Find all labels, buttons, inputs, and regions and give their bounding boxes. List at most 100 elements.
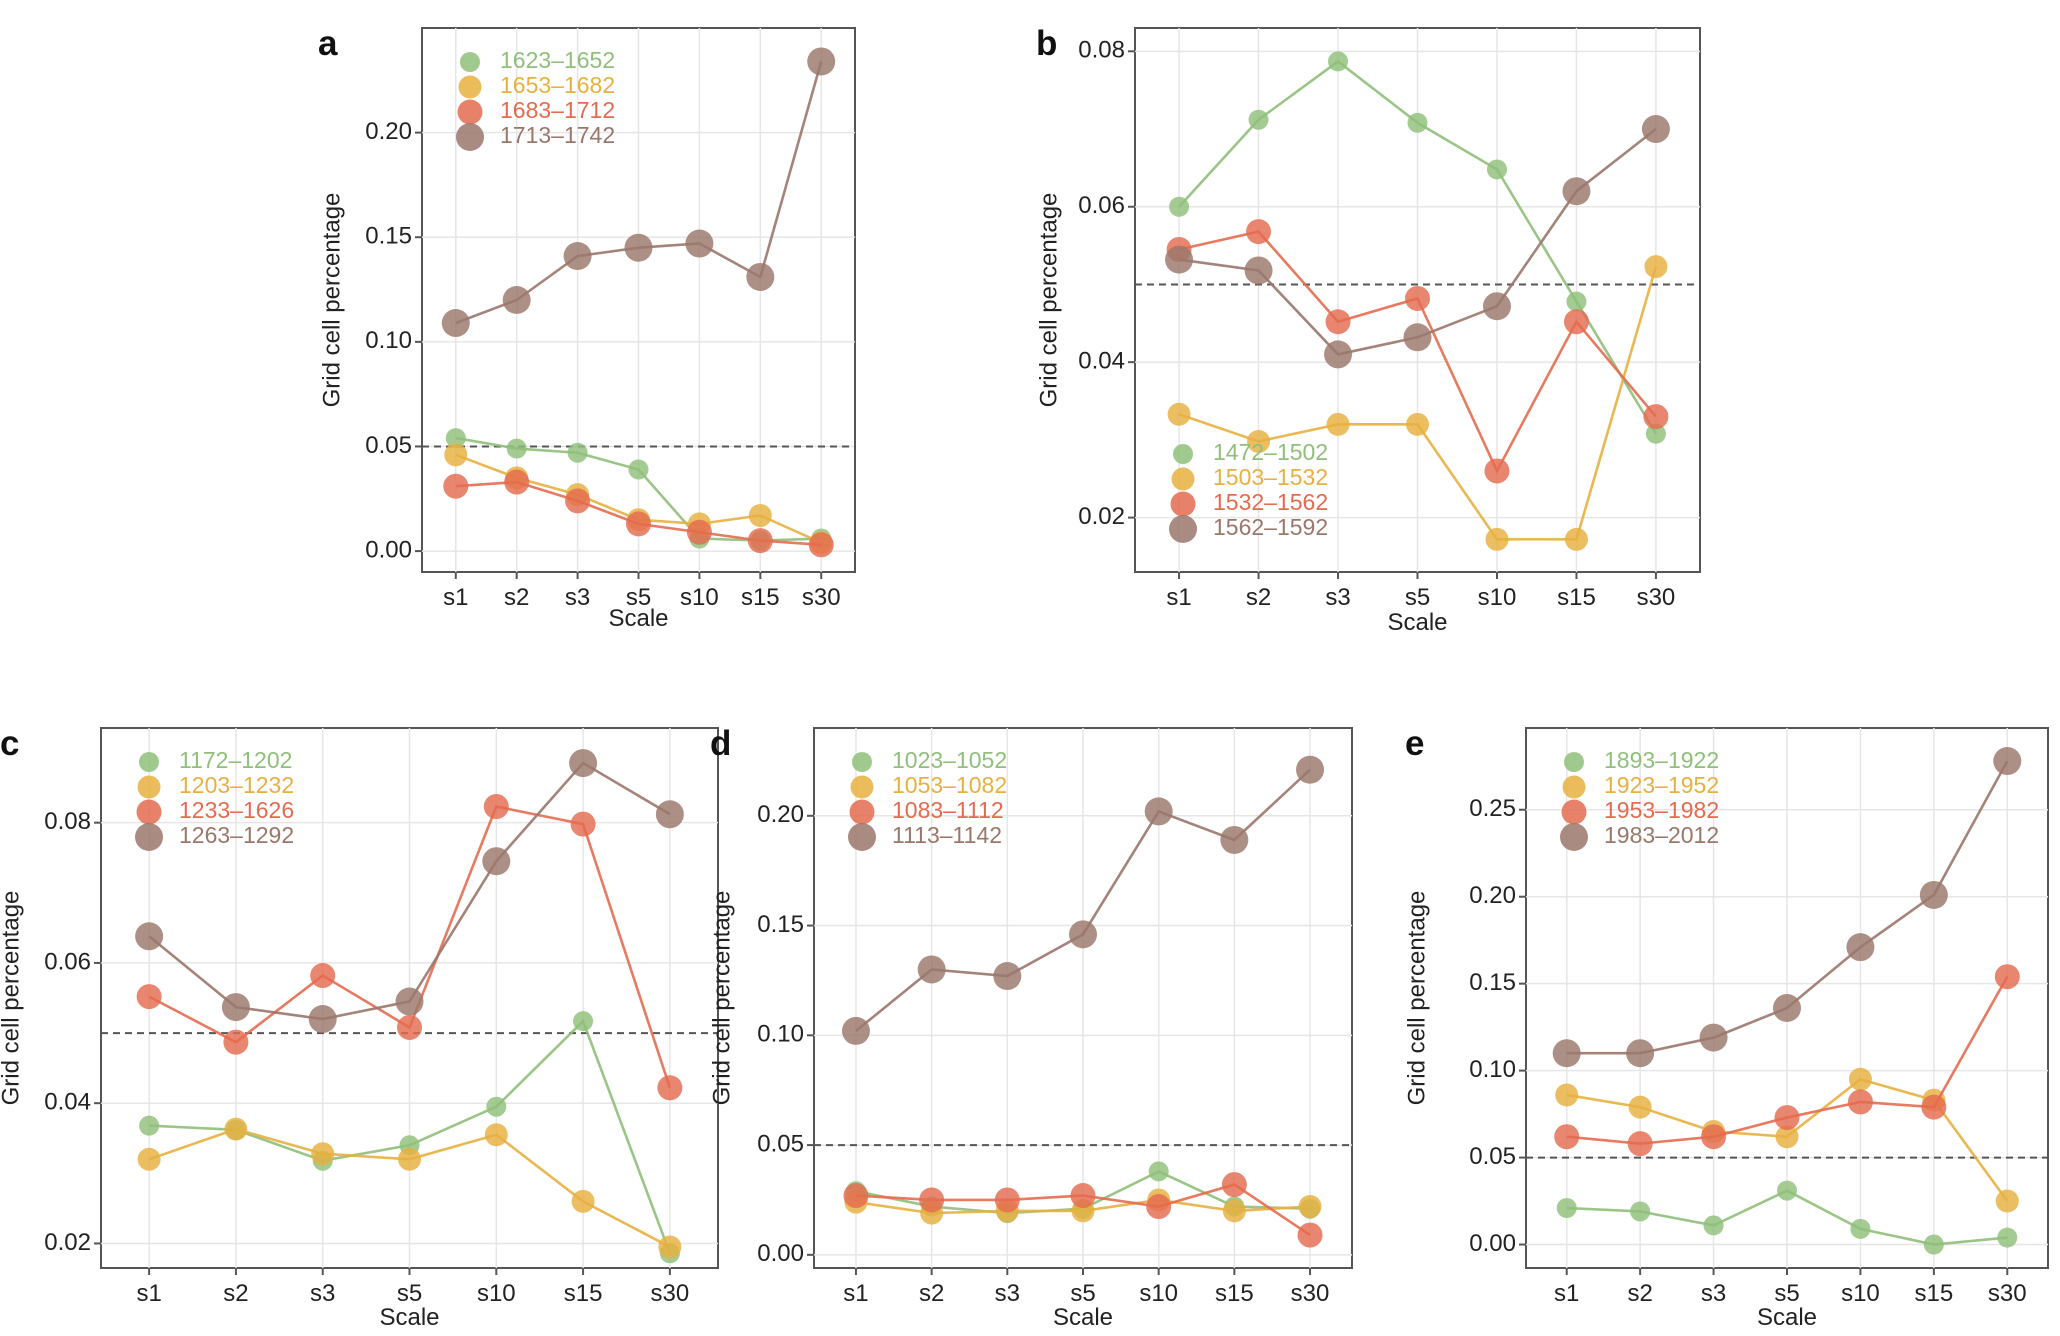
- x-tick-label: s5: [1405, 584, 1430, 611]
- y-tick-label: 0.15: [365, 223, 412, 250]
- y-tick-label: 0.02: [1078, 503, 1125, 530]
- panel-letter: b: [1036, 24, 1057, 63]
- data-point: [917, 955, 946, 984]
- data-point: [843, 1183, 869, 1209]
- data-point: [624, 233, 653, 262]
- data-point: [748, 504, 772, 528]
- x-tick-label: s1: [136, 1280, 161, 1307]
- data-point: [1628, 1095, 1652, 1119]
- legend-label: 1953–1982: [1604, 797, 1719, 823]
- x-tick-label: s10: [477, 1280, 516, 1307]
- data-point: [570, 811, 596, 837]
- data-point: [221, 993, 250, 1022]
- x-tick-label: s3: [565, 584, 590, 611]
- panel-letter: d: [710, 724, 731, 763]
- y-tick-label: 0.00: [1469, 1230, 1516, 1257]
- data-point: [686, 519, 712, 545]
- data-point: [445, 428, 466, 449]
- x-tick-label: s3: [1701, 1280, 1726, 1307]
- data-point: [1167, 402, 1191, 426]
- x-axis-label: Scale: [608, 605, 668, 632]
- y-tick-label: 0.06: [1078, 192, 1125, 219]
- y-tick-label: 0.00: [757, 1240, 804, 1267]
- x-tick-label: s2: [504, 584, 529, 611]
- y-tick-label: 0.08: [44, 808, 91, 835]
- x-tick-label: s30: [1637, 584, 1676, 611]
- x-tick-label: s2: [223, 1280, 248, 1307]
- series-1503–1532: [1167, 255, 1668, 551]
- data-point: [1070, 1183, 1096, 1209]
- data-point: [1482, 292, 1511, 321]
- data-point: [1144, 797, 1173, 826]
- legend-label: 1683–1712: [500, 97, 615, 123]
- data-point: [223, 1029, 249, 1055]
- legend-label: 1233–1626: [179, 797, 294, 823]
- data-point: [1554, 1124, 1580, 1150]
- data-point: [1246, 219, 1272, 245]
- panel-e: e 0.00 0.05 0.10 0.15 0.20 0.25 s1 s2 s3 s5 s10 s15 s…: [1403, 724, 2049, 1331]
- legend-marker: [457, 99, 483, 125]
- y-tick-label: 0.04: [1078, 348, 1125, 375]
- data-point: [1566, 291, 1587, 312]
- x-tick-label: s5: [1070, 1280, 1095, 1307]
- legend-marker: [850, 775, 874, 799]
- x-tick-label: s30: [802, 584, 841, 611]
- data-point: [1407, 112, 1428, 133]
- legend-label: 1532–1562: [1213, 489, 1328, 515]
- legend-marker: [456, 123, 484, 151]
- data-point: [308, 1005, 337, 1034]
- legend-label: 1653–1682: [500, 72, 615, 98]
- y-tick-label: 0.06: [44, 948, 91, 975]
- y-tick-label: 0.20: [365, 118, 412, 145]
- y-tick-label: 0.15: [757, 911, 804, 938]
- legend-label: 1203–1232: [179, 772, 294, 798]
- legend-marker: [848, 823, 876, 851]
- data-point: [1775, 1125, 1799, 1149]
- data-point: [224, 1117, 248, 1141]
- data-point: [993, 962, 1022, 991]
- legend-label: 1623–1652: [500, 47, 615, 73]
- data-point: [626, 511, 651, 537]
- x-axis-label: Scale: [1757, 1304, 1817, 1331]
- y-tick-label: 0.10: [1469, 1056, 1516, 1083]
- data-point: [1484, 458, 1510, 484]
- data-point: [994, 1187, 1020, 1213]
- x-tick-label: s30: [1291, 1280, 1330, 1307]
- data-point: [441, 309, 470, 338]
- x-tick-label: s10: [1841, 1280, 1880, 1307]
- legend-label: 1172–1202: [179, 747, 292, 773]
- data-point: [1641, 115, 1670, 144]
- y-axis-label: Grid cell percentage: [1403, 891, 1430, 1106]
- data-point: [311, 1142, 335, 1166]
- x-tick-label: s3: [310, 1280, 335, 1307]
- legend-marker: [1169, 515, 1197, 543]
- data-point: [1169, 196, 1190, 217]
- x-tick-label: s3: [1325, 584, 1350, 611]
- data-point: [1326, 412, 1350, 436]
- legend-marker: [136, 799, 162, 825]
- legend-label: 1113–1142: [892, 822, 1002, 848]
- data-point: [1563, 309, 1589, 335]
- legend-label: 1713–1742: [500, 122, 615, 148]
- data-point: [1555, 1083, 1579, 1107]
- panel-a: a 0.00 0.05 0.10 0.15 0.20 s1 s2 s3 s5 s10 s15 s30 Sc…: [318, 24, 856, 632]
- panel-letter: a: [318, 24, 338, 63]
- data-point: [1850, 1218, 1871, 1239]
- data-point: [1324, 340, 1353, 369]
- data-point: [484, 1123, 508, 1147]
- data-point: [1847, 1089, 1873, 1115]
- series-1983–2012: [1552, 747, 2022, 1068]
- data-point: [1221, 1172, 1247, 1198]
- legend-label: 1503–1532: [1213, 464, 1328, 490]
- data-point: [506, 438, 527, 459]
- data-point: [1244, 256, 1273, 285]
- panel-d: d 0.00 0.05 0.10 0.15 0.20 s1 s2 s3 s5 s10 s15 s30 Sc…: [708, 724, 1353, 1331]
- data-point: [569, 749, 598, 778]
- data-point: [502, 286, 531, 314]
- data-point: [628, 459, 649, 480]
- data-point: [444, 443, 468, 467]
- legend-marker: [458, 75, 482, 99]
- panel-c: c 0.02 0.04 0.06 0.08 s1 s2 s3 s5 s10 s15 s30 Scale G…: [0, 724, 719, 1331]
- x-tick-label: s1: [843, 1280, 868, 1307]
- data-point: [1995, 1189, 2019, 1213]
